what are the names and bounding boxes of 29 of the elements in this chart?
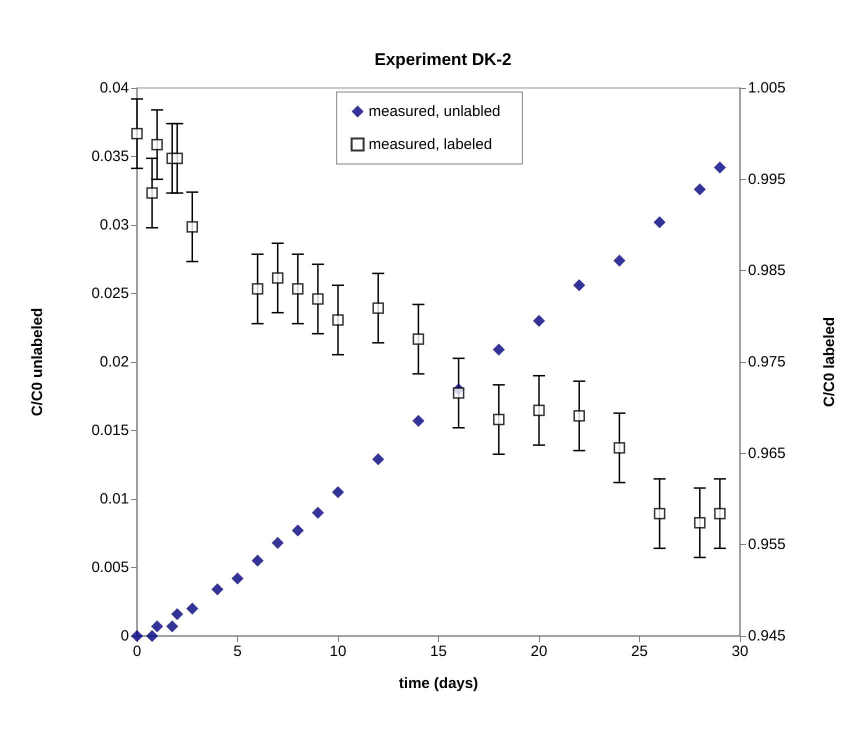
x-tick-label: 10	[330, 643, 346, 660]
y-tick-label: 0.01	[100, 490, 129, 508]
y-tick-label: 0.025	[91, 285, 129, 302]
y2-tick-label: 1.005	[748, 80, 786, 96]
x-tick-label: 15	[430, 643, 447, 660]
y-tick-label: 0.015	[91, 422, 129, 439]
x-tick-label: 30	[732, 643, 748, 660]
x-axis-title: time (days)	[398, 675, 478, 692]
y-tick-label: 0.02	[100, 354, 129, 370]
y2-tick-label: 0.965	[748, 444, 786, 462]
chart-title: Experiment DK-2	[374, 50, 512, 69]
legend-label: measured, labeled	[368, 136, 492, 153]
y-tick-label: 0	[120, 628, 129, 644]
y-tick-label: 0.005	[91, 559, 129, 576]
y2-tick-label: 0.975	[748, 354, 786, 370]
y2-tick-label: 0.945	[748, 628, 786, 644]
legend-label: measured, unlabled	[368, 103, 500, 120]
y-tick-label: 0.035	[91, 148, 129, 165]
x-tick-label: 0	[132, 643, 142, 660]
x-tick-label: 20	[530, 643, 548, 660]
y2-tick-label: 0.955	[748, 536, 786, 554]
y-tick-label: 0.04	[100, 80, 129, 96]
y2-tick-label: 0.995	[748, 170, 786, 188]
x-tick-label: 5	[233, 643, 242, 660]
y2-axis-title: C/C0 labeled	[821, 316, 838, 408]
y-tick-label: 0.03	[100, 216, 129, 234]
y2-tick-label: 0.985	[748, 262, 786, 280]
y-axis-title: C/C0 unlabeled	[29, 308, 46, 416]
x-tick-label: 25	[631, 643, 648, 660]
